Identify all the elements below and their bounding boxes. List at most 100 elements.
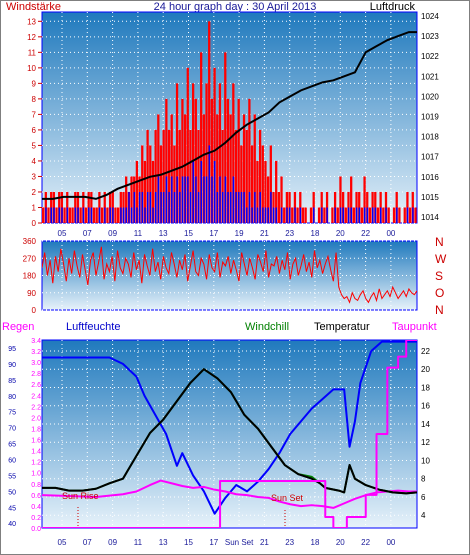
gust-bar <box>179 191 181 223</box>
wind-bar <box>248 98 251 223</box>
label-luftdruck: Luftdruck <box>370 1 416 13</box>
gust-bar <box>130 207 133 223</box>
wind-x-tick-label: 09 <box>108 229 117 238</box>
gust-bar <box>125 207 128 223</box>
wind-x-tick-label: 07 <box>83 229 92 238</box>
temperature-y-tick-label: 12 <box>421 438 430 447</box>
climate-x-tick-label: 13 <box>159 538 168 547</box>
wind-bar <box>283 207 286 223</box>
wind-bar <box>130 176 133 223</box>
climate-x-tick-label: 05 <box>58 538 67 547</box>
wind-bar <box>277 191 280 223</box>
gust-bar <box>61 207 63 223</box>
rain-y-tick-label: 3.0 <box>31 360 41 367</box>
wind-bar <box>387 207 390 223</box>
pressure-y-tick-label: 1017 <box>421 153 439 162</box>
climate-x-tick-label: 00 <box>386 538 395 547</box>
rain-y-tick-label: 0.0 <box>31 526 41 533</box>
gust-bar <box>288 207 291 223</box>
gust-bar <box>208 145 211 223</box>
gust-bar <box>366 207 369 223</box>
direction-y-tick-label: 90 <box>27 289 36 298</box>
gust-bar <box>160 191 162 223</box>
wind-bar <box>350 176 353 223</box>
wind-bar <box>189 129 192 223</box>
gust-bar <box>299 207 302 223</box>
temperature-y-tick-label: 8 <box>421 475 426 484</box>
gust-bar <box>313 207 315 223</box>
wind-bar <box>79 207 82 223</box>
climate-x-tick-label: 20 <box>336 538 345 547</box>
gust-bar <box>235 191 237 223</box>
gust-bar <box>45 207 47 223</box>
direction-y-tick-label: 360 <box>23 237 37 246</box>
wind-bar <box>269 145 272 223</box>
gust-bar <box>98 207 101 223</box>
direction-line-group <box>42 246 417 304</box>
direction-label-s: S <box>435 269 443 283</box>
gust-bar <box>50 207 53 223</box>
wind-bar <box>173 145 176 223</box>
wind-bar <box>376 207 380 223</box>
wind-bar <box>218 83 222 223</box>
wind-bar <box>68 207 72 223</box>
rain-y-tick-label: 1.6 <box>31 438 41 445</box>
wind-bar <box>143 160 147 223</box>
rain-y-tick-label: 0.8 <box>31 482 41 489</box>
wind-bar <box>162 129 165 223</box>
rain-y-tick-label: 2.0 <box>31 415 41 422</box>
wind-bar <box>309 207 313 223</box>
pressure-y-tick-label: 1019 <box>421 112 439 121</box>
wind-bar <box>151 160 155 223</box>
humidity-y-tick-label: 85 <box>8 378 16 385</box>
wind-bar <box>216 114 219 223</box>
climate-x-tick-label: 22 <box>361 538 370 547</box>
humidity-y-tick-label: 45 <box>8 505 16 512</box>
wind-bar <box>304 207 307 223</box>
wind-bar <box>100 207 104 223</box>
temperature-line <box>42 368 417 495</box>
gust-bar <box>205 176 208 223</box>
gust-bar <box>77 207 79 223</box>
wind-bar <box>194 98 197 223</box>
direction-label-o: O <box>435 286 444 300</box>
wind-bar <box>280 176 283 223</box>
gust-bar <box>363 207 366 223</box>
wind-bar <box>256 160 259 223</box>
gust-bar <box>259 191 261 223</box>
gust-bar <box>165 176 168 223</box>
wind-bar <box>55 207 58 223</box>
wind-bar <box>170 114 173 223</box>
direction-label-w: W <box>435 252 447 266</box>
gust-bar <box>294 207 296 223</box>
gust-bar <box>385 207 387 223</box>
gust-bar <box>189 191 192 223</box>
wind-bar <box>141 145 144 223</box>
direction-label-n-top: N <box>435 235 444 249</box>
gust-bar <box>380 207 382 223</box>
temperature-y-tick-label: 22 <box>421 347 430 356</box>
direction-y-axis-ticks: 0 90 180 270 360 <box>23 237 37 315</box>
wind-bar <box>250 145 254 223</box>
wind-bar <box>234 129 238 223</box>
wind-bar <box>224 52 227 223</box>
wind-bar <box>232 83 235 223</box>
gust-bar <box>342 207 344 223</box>
gust-bar <box>149 191 152 223</box>
gust-bar <box>128 191 130 223</box>
gust-bar <box>187 176 189 223</box>
climate-lines-group <box>42 340 417 528</box>
wind-bar <box>125 176 128 223</box>
gust-bar <box>173 191 176 223</box>
rain-y-tick-label: 1.2 <box>31 460 41 467</box>
climate-x-tick-label: 07 <box>83 538 92 547</box>
label-windchill: Windchill <box>245 321 289 333</box>
wind-y-tick-label: 1 <box>32 203 37 212</box>
wind-bar <box>229 114 232 223</box>
wind-x-tick-label: 15 <box>184 229 193 238</box>
gust-bar <box>355 207 358 223</box>
label-windstaerke: Windstärke <box>6 1 61 13</box>
wind-bar <box>157 114 160 223</box>
gust-bar <box>213 160 216 223</box>
